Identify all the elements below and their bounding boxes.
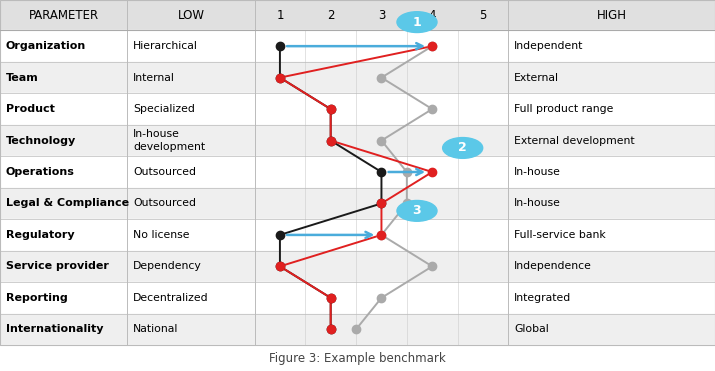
Bar bbox=[0, 93, 715, 125]
Text: In-house: In-house bbox=[514, 167, 561, 177]
Text: Reporting: Reporting bbox=[6, 293, 67, 303]
Text: Service provider: Service provider bbox=[6, 262, 109, 271]
Text: Hierarchical: Hierarchical bbox=[133, 41, 198, 51]
Text: Team: Team bbox=[6, 73, 39, 83]
Text: Internal: Internal bbox=[133, 73, 175, 83]
Text: In-house: In-house bbox=[514, 198, 561, 209]
Bar bbox=[0, 282, 715, 313]
Text: Independent: Independent bbox=[514, 41, 583, 51]
Text: Decentralized: Decentralized bbox=[133, 293, 209, 303]
Text: Outsourced: Outsourced bbox=[133, 167, 196, 177]
Text: Operations: Operations bbox=[6, 167, 74, 177]
Text: National: National bbox=[133, 324, 178, 334]
Circle shape bbox=[397, 200, 437, 221]
Text: Independence: Independence bbox=[514, 262, 592, 271]
Text: External development: External development bbox=[514, 135, 635, 145]
Text: Specialized: Specialized bbox=[133, 104, 195, 114]
Bar bbox=[0, 219, 715, 251]
Bar bbox=[0, 345, 715, 371]
Text: Internationality: Internationality bbox=[6, 324, 103, 334]
Text: Full product range: Full product range bbox=[514, 104, 613, 114]
Text: LOW: LOW bbox=[177, 9, 204, 22]
Bar bbox=[0, 0, 715, 30]
Circle shape bbox=[397, 12, 437, 33]
Text: Full-service bank: Full-service bank bbox=[514, 230, 606, 240]
Text: Outsourced: Outsourced bbox=[133, 198, 196, 209]
Text: HIGH: HIGH bbox=[597, 9, 626, 22]
Circle shape bbox=[443, 138, 483, 158]
Text: PARAMETER: PARAMETER bbox=[29, 9, 99, 22]
Text: Dependency: Dependency bbox=[133, 262, 202, 271]
Bar bbox=[0, 125, 715, 156]
Text: Regulatory: Regulatory bbox=[6, 230, 74, 240]
Text: Figure 3: Example benchmark: Figure 3: Example benchmark bbox=[269, 351, 446, 365]
Text: 2: 2 bbox=[327, 9, 335, 22]
Text: External: External bbox=[514, 73, 559, 83]
Text: Legal & Compliance: Legal & Compliance bbox=[6, 198, 129, 209]
Text: 4: 4 bbox=[428, 9, 436, 22]
Text: 1: 1 bbox=[413, 16, 421, 29]
Text: Global: Global bbox=[514, 324, 549, 334]
Bar bbox=[0, 62, 715, 93]
Text: Integrated: Integrated bbox=[514, 293, 571, 303]
Bar bbox=[0, 30, 715, 62]
Text: 3: 3 bbox=[378, 9, 385, 22]
Text: 5: 5 bbox=[479, 9, 487, 22]
Text: 2: 2 bbox=[458, 141, 467, 154]
Bar bbox=[0, 188, 715, 219]
Text: 1: 1 bbox=[276, 9, 284, 22]
Bar bbox=[0, 156, 715, 188]
Text: Product: Product bbox=[6, 104, 54, 114]
Text: No license: No license bbox=[133, 230, 189, 240]
Bar bbox=[0, 251, 715, 282]
Text: Technology: Technology bbox=[6, 135, 76, 145]
Bar bbox=[0, 313, 715, 345]
Text: 3: 3 bbox=[413, 204, 421, 217]
Text: Organization: Organization bbox=[6, 41, 86, 51]
Text: In-house
development: In-house development bbox=[133, 129, 205, 152]
